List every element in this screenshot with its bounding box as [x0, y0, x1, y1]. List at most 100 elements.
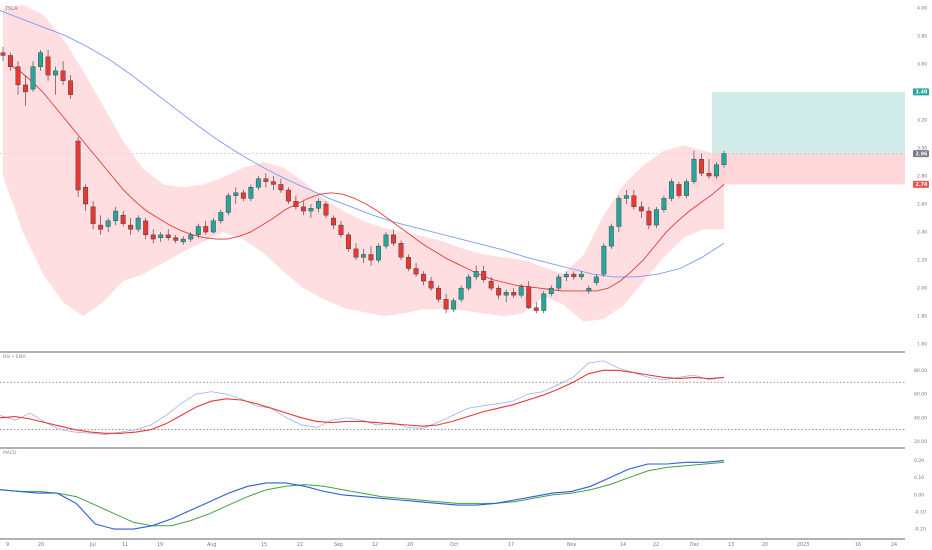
candle-body — [68, 80, 74, 95]
candle — [128, 218, 134, 235]
candle — [331, 215, 336, 230]
candle-body — [45, 56, 51, 76]
candle — [608, 223, 614, 249]
price-tick-label: 3.20 — [917, 117, 927, 123]
candle — [225, 192, 231, 216]
candle-body — [653, 209, 659, 226]
candle-body — [511, 292, 517, 296]
candle-body — [518, 286, 524, 296]
price-tag-label: 2.74 — [916, 182, 928, 188]
candle — [421, 271, 427, 286]
candle — [120, 211, 126, 227]
candle — [98, 215, 104, 235]
candle-body — [578, 273, 584, 278]
price-tick-label: 2.40 — [917, 230, 927, 236]
candle — [30, 61, 36, 92]
candle-body — [623, 195, 629, 199]
candle — [218, 209, 224, 224]
time-tick-label: 14 — [620, 542, 626, 548]
candle — [458, 285, 464, 303]
price-tick-label: 2.00 — [917, 286, 927, 292]
candle — [83, 184, 89, 212]
candle — [338, 220, 344, 238]
candle — [428, 276, 434, 291]
candle — [376, 243, 381, 263]
candle-body — [533, 307, 539, 311]
candle-body — [548, 287, 554, 294]
candle — [721, 150, 727, 168]
candle — [451, 297, 457, 312]
candle-body — [240, 192, 246, 199]
candle-body — [488, 280, 494, 289]
candle-body — [473, 271, 479, 278]
rsi-ema-line — [0, 369, 725, 434]
candle-body — [646, 210, 652, 226]
candle — [285, 187, 291, 205]
reward-zone — [712, 91, 905, 154]
rsi-label: RSI • EMA — [3, 354, 27, 360]
candle-body — [586, 287, 592, 292]
candle-body — [691, 158, 697, 182]
candle — [676, 181, 682, 199]
candle-body — [23, 84, 28, 93]
candle — [646, 206, 652, 230]
candle — [15, 61, 21, 95]
candle — [683, 178, 689, 199]
candle-body — [233, 192, 239, 196]
candle-body — [83, 187, 89, 205]
candle-body — [278, 184, 284, 191]
macd-tick-label: -0.20 — [914, 527, 926, 533]
candle-body — [0, 52, 6, 56]
candle-body — [699, 158, 704, 174]
candle-body — [466, 276, 472, 289]
candle-body — [113, 210, 119, 222]
candle-body — [571, 273, 577, 278]
candle — [578, 271, 584, 280]
candle — [300, 201, 306, 216]
candle-body — [421, 273, 427, 282]
price-tick-label: 3.00 — [917, 145, 927, 151]
candle — [653, 206, 659, 228]
time-tick-label: Aug — [207, 542, 216, 548]
candle-body — [53, 70, 59, 76]
macd-label: MACD — [3, 450, 17, 456]
candle-body — [458, 287, 464, 300]
candle — [233, 187, 239, 205]
candle — [631, 190, 637, 210]
candle-body — [706, 172, 712, 177]
time-tick-label: 2023 — [797, 542, 809, 548]
candle-body — [443, 299, 449, 310]
candle-body — [143, 220, 149, 236]
candle — [533, 302, 539, 314]
candle-body — [593, 276, 599, 283]
moving-averages — [0, 10, 725, 292]
candle — [75, 136, 81, 198]
candle-body — [368, 254, 374, 261]
candle — [150, 229, 156, 244]
candle-body — [601, 245, 607, 275]
candle-body — [173, 237, 179, 241]
time-tick-label: 20 — [407, 542, 413, 548]
candle — [158, 232, 164, 242]
pane-grid — [0, 351, 905, 540]
candle — [623, 190, 629, 205]
candle-body — [300, 206, 306, 212]
candle — [248, 184, 254, 202]
candle — [0, 47, 6, 62]
candle — [556, 274, 562, 291]
time-tick-label: Sep — [334, 542, 343, 548]
candle-body — [481, 271, 487, 280]
price-tick-label: 3.60 — [917, 61, 927, 67]
time-tick-label: 22 — [653, 542, 659, 548]
candle-body — [714, 164, 719, 177]
band-fill — [3, 5, 724, 322]
candle-body — [631, 195, 637, 208]
price-tick-label: 3.80 — [917, 33, 927, 39]
price-axis: 4.00 3.80 3.60 3.40 3.20 3.00 2.80 2.60 2.40 2.20… — [913, 5, 929, 533]
candle-body — [120, 215, 126, 224]
candle-body — [90, 206, 96, 224]
risk-zone — [712, 153, 905, 185]
time-tick-label: Nov — [567, 542, 577, 548]
symbol-label: TSLA — [4, 6, 18, 12]
